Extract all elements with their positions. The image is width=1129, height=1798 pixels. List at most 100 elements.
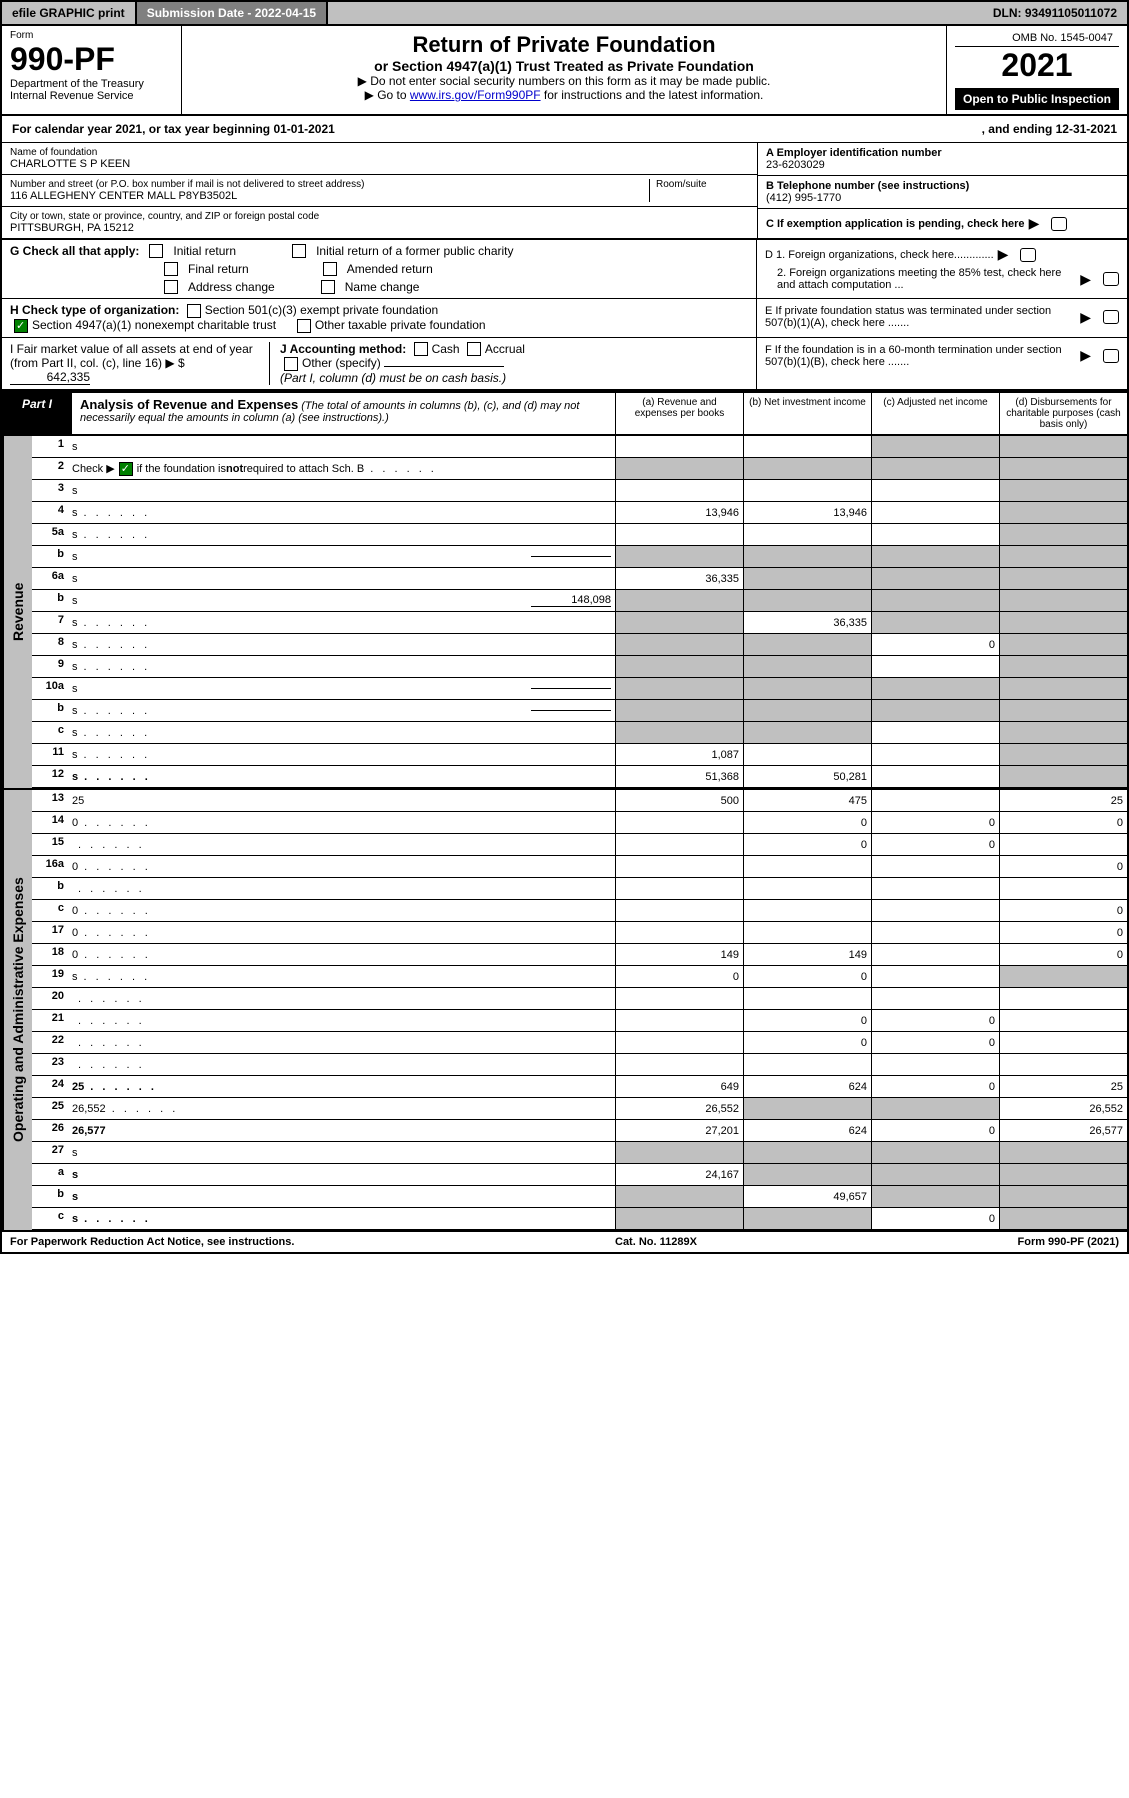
note-2-pre: ▶ Go to <box>365 88 410 102</box>
table-row: b . . . . . . <box>32 878 1127 900</box>
cell-value: 13,946 <box>743 502 871 523</box>
cell-value <box>615 524 743 545</box>
form-url-link[interactable]: www.irs.gov/Form990PF <box>410 88 541 102</box>
row-num: 19 <box>32 966 68 987</box>
row-num: 16a <box>32 856 68 877</box>
row-num: 21 <box>32 1010 68 1031</box>
cell-value: 0 <box>871 1120 999 1141</box>
501c3-checkbox[interactable] <box>187 304 201 318</box>
d2-checkbox[interactable] <box>1103 272 1119 286</box>
cell-shaded <box>743 1208 871 1229</box>
j-note: (Part I, column (d) must be on cash basi… <box>280 371 506 385</box>
g-label: G Check all that apply: <box>10 244 139 258</box>
cell-value: 26,552 <box>999 1098 1127 1119</box>
cell-shaded <box>871 1164 999 1185</box>
cell-shaded <box>615 722 743 743</box>
4947-checkbox[interactable] <box>14 319 28 333</box>
amended-checkbox[interactable] <box>323 262 337 276</box>
cell-shaded <box>999 480 1127 501</box>
phone-value: (412) 995-1770 <box>766 192 1119 204</box>
arrow-icon: ▶ <box>1029 215 1040 232</box>
row-desc: s . . . . . . <box>68 634 615 655</box>
row-num: c <box>32 722 68 743</box>
row-num: 22 <box>32 1032 68 1053</box>
cell-value: 649 <box>615 1076 743 1097</box>
initial-former-checkbox[interactable] <box>292 244 306 258</box>
foundation-name: CHARLOTTE S P KEEN <box>10 158 749 170</box>
cell-shaded <box>743 722 871 743</box>
row-num: 2 <box>32 458 68 479</box>
table-row: bs 148,098 <box>32 590 1127 612</box>
cell-value: 36,335 <box>615 568 743 589</box>
cell-value: 475 <box>743 790 871 811</box>
schb-checkbox[interactable] <box>119 462 133 476</box>
part-title: Analysis of Revenue and Expenses <box>80 397 298 412</box>
row-num: 6a <box>32 568 68 589</box>
table-row: 180 . . . . . .1491490 <box>32 944 1127 966</box>
table-row: 2425 . . . . . .649624025 <box>32 1076 1127 1098</box>
e-label: E If private foundation status was termi… <box>765 305 1076 329</box>
other-taxable-checkbox[interactable] <box>297 319 311 333</box>
table-row: 11s . . . . . .1,087 <box>32 744 1127 766</box>
row-num: a <box>32 1164 68 1185</box>
cell-shaded <box>999 1164 1127 1185</box>
g-section: G Check all that apply: Initial return I… <box>2 240 757 298</box>
cell-value <box>871 766 999 787</box>
row-desc: s <box>68 568 615 589</box>
arrow-icon: ▶ <box>998 246 1009 263</box>
cell-shaded <box>999 700 1127 721</box>
row-desc: . . . . . . <box>68 1010 615 1031</box>
initial-checkbox[interactable] <box>149 244 163 258</box>
e-checkbox[interactable] <box>1103 310 1119 324</box>
cell-value <box>999 1010 1127 1031</box>
expenses-section: Operating and Administrative Expenses 13… <box>2 788 1127 1230</box>
row-desc: s . . . . . . <box>68 966 615 987</box>
cell-value: 25 <box>999 790 1127 811</box>
form-label: Form <box>10 30 173 41</box>
name-change-checkbox[interactable] <box>321 280 335 294</box>
row-num: 23 <box>32 1054 68 1075</box>
cell-value: 27,201 <box>615 1120 743 1141</box>
cell-value <box>871 524 999 545</box>
col-b-header: (b) Net investment income <box>743 393 871 434</box>
cell-value <box>871 988 999 1009</box>
cell-shaded <box>999 436 1127 457</box>
cell-shaded <box>999 458 1127 479</box>
cash-checkbox[interactable] <box>414 342 428 356</box>
cell-value <box>743 878 871 899</box>
form-page: efile GRAPHIC print Submission Date - 20… <box>0 0 1129 1254</box>
accrual-checkbox[interactable] <box>467 342 481 356</box>
table-row: 27s <box>32 1142 1127 1164</box>
row-num: 11 <box>32 744 68 765</box>
revenue-section: Revenue 1s2Check ▶ if the foundation is … <box>2 436 1127 788</box>
cell-value <box>871 744 999 765</box>
row-desc: s <box>68 546 615 567</box>
g-h-row: G Check all that apply: Initial return I… <box>2 240 1127 299</box>
row-num: b <box>32 546 68 567</box>
initial-return: Initial return <box>173 244 236 258</box>
row-num: 5a <box>32 524 68 545</box>
row-desc: s <box>68 1164 615 1185</box>
cell-shaded <box>999 656 1127 677</box>
f-checkbox[interactable] <box>1103 349 1119 363</box>
table-row: 20 . . . . . . <box>32 988 1127 1010</box>
row-desc: s <box>68 436 615 457</box>
cell-value: 1,087 <box>615 744 743 765</box>
addr-change-checkbox[interactable] <box>164 280 178 294</box>
row-desc: 0 . . . . . . <box>68 812 615 833</box>
arrow-icon: ▶ <box>1080 347 1091 364</box>
cell-shaded <box>743 458 871 479</box>
cal-year-end: , and ending 12-31-2021 <box>982 122 1117 136</box>
cell-shaded <box>615 656 743 677</box>
final-checkbox[interactable] <box>164 262 178 276</box>
c-checkbox[interactable] <box>1051 217 1067 231</box>
d1-checkbox[interactable] <box>1020 248 1036 262</box>
cell-value: 0 <box>871 1208 999 1229</box>
cell-shaded <box>743 634 871 655</box>
cell-shaded <box>615 612 743 633</box>
footer-center: Cat. No. 11289X <box>615 1236 697 1248</box>
e-section: E If private foundation status was termi… <box>757 299 1127 337</box>
efile-button[interactable]: efile GRAPHIC print <box>2 2 137 24</box>
other-method-checkbox[interactable] <box>284 357 298 371</box>
ein-value: 23-6203029 <box>766 159 1119 171</box>
